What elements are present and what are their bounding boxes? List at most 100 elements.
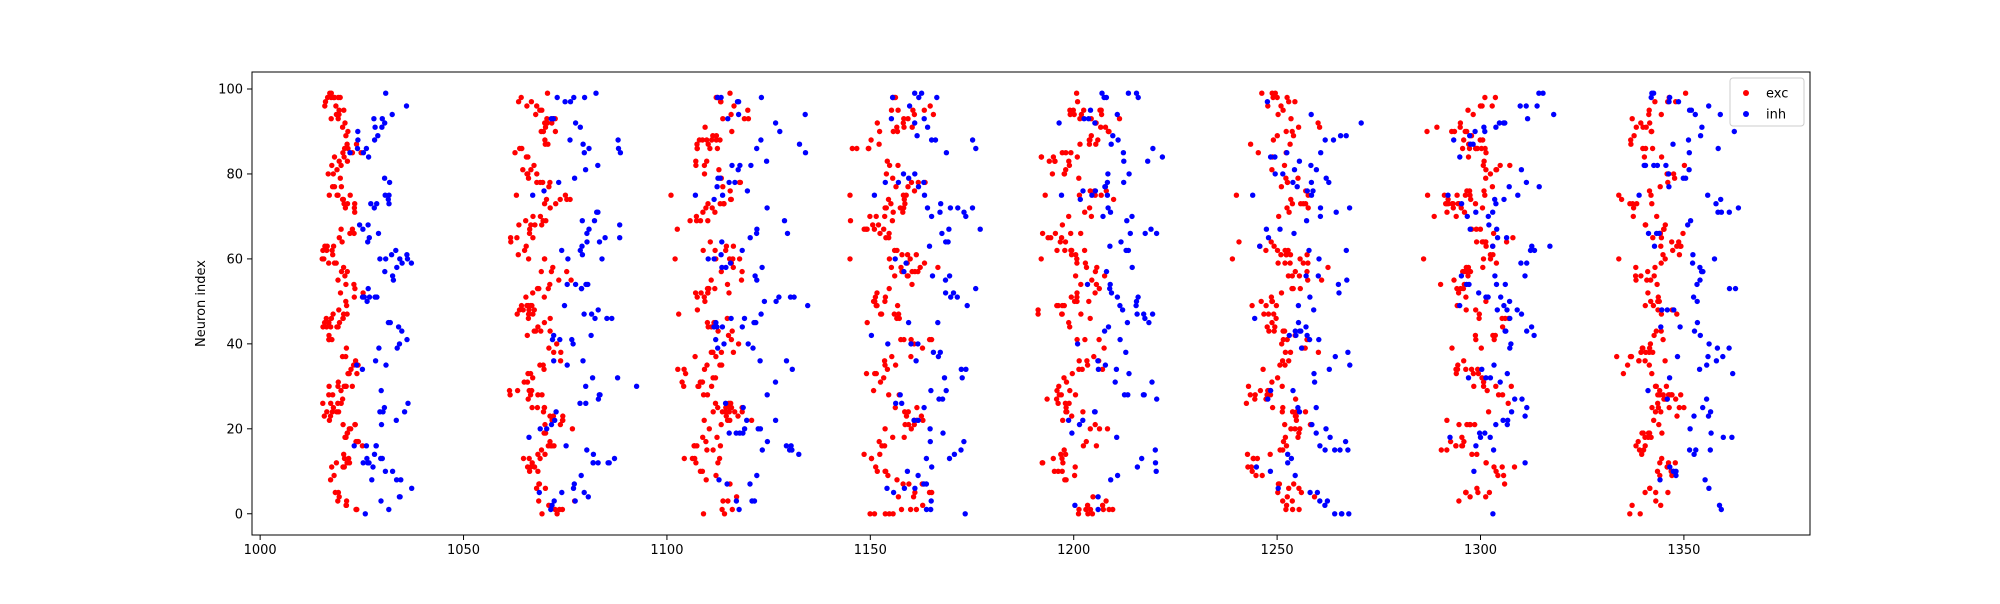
y-axis-label: Neuron index (194, 260, 209, 347)
spike-point (1297, 426, 1303, 432)
spike-point (1087, 188, 1093, 194)
spike-point (709, 205, 715, 211)
spike-point (336, 235, 342, 241)
spike-point (741, 426, 748, 432)
spike-point (1467, 268, 1474, 275)
spike-point (1494, 307, 1501, 313)
spike-point (894, 477, 900, 483)
spike-point (1062, 247, 1068, 254)
spike-point (528, 167, 534, 173)
spike-point (1287, 141, 1293, 147)
spike-point (714, 145, 721, 152)
spike-point (1453, 213, 1459, 220)
spike-point (564, 281, 570, 288)
spike-point (704, 285, 711, 292)
spike-point (1686, 447, 1693, 453)
spike-point (747, 235, 753, 241)
spike-point (516, 307, 523, 313)
spike-point (386, 192, 392, 198)
spike-point (1649, 145, 1656, 152)
spike-point (520, 307, 526, 313)
spike-point (1274, 375, 1281, 381)
spike-point (693, 460, 699, 466)
spike-point (1647, 120, 1653, 126)
spike-point (1420, 256, 1427, 262)
spike-point (1295, 434, 1301, 440)
spike-point (393, 417, 399, 423)
spike-point (338, 387, 344, 394)
spike-point (1084, 358, 1090, 364)
spike-point (531, 464, 538, 470)
spike-point (1065, 417, 1072, 423)
spike-point (1104, 179, 1111, 186)
spike-point (1282, 362, 1288, 368)
spike-point (915, 184, 922, 190)
spike-point (943, 239, 949, 245)
spike-point (1110, 196, 1117, 203)
spike-point (1500, 472, 1507, 479)
spike-point (572, 281, 579, 288)
spike-point (1638, 349, 1644, 355)
spike-point (581, 311, 587, 317)
spike-point (615, 145, 622, 152)
spike-point (1482, 94, 1488, 101)
spike-point (727, 90, 733, 96)
spike-point (569, 426, 576, 432)
spike-point (958, 366, 964, 372)
spike-point (354, 370, 360, 377)
spike-point (723, 413, 729, 419)
spike-point (524, 464, 531, 470)
spike-point (912, 485, 918, 491)
spike-point (726, 256, 733, 262)
spike-point (711, 196, 717, 203)
spike-point (847, 218, 854, 224)
spike-point (526, 311, 532, 317)
spike-point (1079, 366, 1085, 372)
spike-point (1055, 468, 1061, 474)
spike-point (681, 455, 687, 462)
spike-point (1247, 392, 1254, 398)
spike-point (1285, 451, 1291, 457)
spike-point (592, 315, 598, 322)
spike-point (1671, 307, 1677, 313)
spike-point (1735, 205, 1742, 211)
spike-point (1093, 141, 1099, 147)
spike-point (362, 511, 368, 517)
spike-point (1139, 455, 1145, 462)
spike-point (1084, 281, 1091, 288)
spike-point (506, 387, 513, 394)
spike-point (692, 192, 699, 198)
spike-point (1659, 430, 1665, 436)
spike-point (1471, 468, 1477, 474)
spike-point (754, 145, 760, 152)
spike-point (1075, 511, 1082, 517)
spike-point (740, 430, 746, 436)
spike-point (389, 273, 396, 279)
spike-point (1462, 192, 1469, 198)
spike-point (920, 502, 926, 508)
spike-point (548, 506, 554, 513)
spike-point (1497, 379, 1503, 385)
spike-point (893, 400, 899, 406)
spike-point (1730, 370, 1736, 377)
spike-point (1090, 494, 1096, 500)
spike-point (918, 413, 925, 419)
legend-label-exc: exc (1766, 87, 1788, 102)
spike-point (1472, 421, 1478, 428)
spike-point (954, 294, 960, 300)
spike-point (1055, 400, 1061, 406)
spike-point (705, 218, 711, 224)
spike-point (1686, 150, 1693, 156)
spike-point (928, 387, 934, 394)
spike-point (1480, 264, 1486, 271)
spike-point (1499, 392, 1506, 398)
spike-point (735, 413, 741, 419)
spike-point (1338, 511, 1345, 517)
spike-point (1078, 281, 1084, 288)
spike-point (1267, 154, 1274, 160)
spike-point (1485, 409, 1492, 415)
spike-point (713, 336, 719, 343)
spike-point (1690, 252, 1696, 258)
spike-point (724, 481, 730, 487)
spike-point (1534, 103, 1540, 109)
